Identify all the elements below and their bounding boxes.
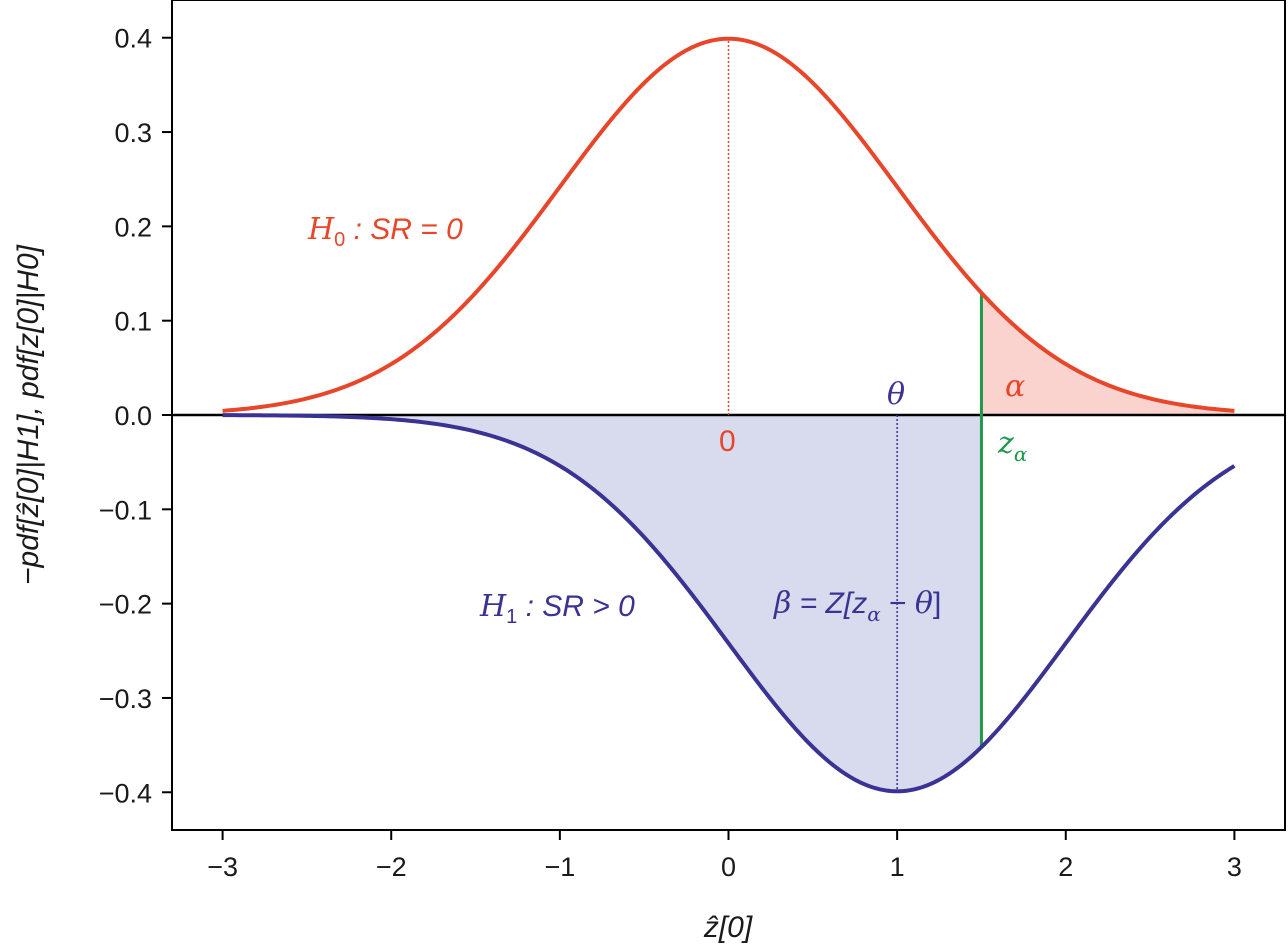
- z-alpha-label: zα: [997, 426, 1028, 466]
- y-tick-label: −0.1: [99, 495, 152, 525]
- h1-curve: [222, 413, 1236, 794]
- x-tick-label: −2: [376, 852, 407, 882]
- x-axis-label: ẑ[0]: [703, 911, 753, 944]
- x-tick-label: 2: [1058, 852, 1073, 882]
- y-tick-label: 0.0: [114, 401, 152, 431]
- alpha-region-fill: [981, 292, 1235, 415]
- x-tick-label: 0: [721, 852, 736, 882]
- y-tick-label: −0.3: [99, 684, 152, 714]
- x-tick-label: −3: [207, 852, 238, 882]
- x-tick-label: −1: [544, 852, 575, 882]
- theta-label: θ: [887, 377, 905, 412]
- x-axis-ticks: −3 −2 −1 0 1 2 3: [207, 830, 1242, 882]
- beta-region-fill: [222, 415, 982, 792]
- alpha-label: α: [1005, 369, 1025, 404]
- h0-curve: [222, 36, 1235, 413]
- x-tick-label: 3: [1227, 852, 1242, 882]
- y-tick-label: −0.4: [99, 778, 152, 808]
- y-axis-ticks: 0.4 0.3 0.2 0.1 0.0 −0.1 −0.2 −0.3 −0.4: [99, 24, 172, 808]
- y-axis-label: −pdf[ẑ[0]|H1], pdf[z[0]|H0]: [12, 244, 45, 585]
- h0-label: H0 : SR = 0: [307, 212, 463, 251]
- y-tick-label: 0.3: [114, 118, 152, 148]
- y-tick-label: −0.2: [99, 590, 152, 620]
- y-tick-label: 0.1: [114, 307, 152, 337]
- zero-label: 0: [719, 425, 736, 458]
- beta-label: β = Z[zα − θ]: [773, 586, 941, 626]
- y-tick-label: 0.4: [114, 24, 152, 54]
- h1-label: H1 : SR > 0: [479, 589, 635, 628]
- x-tick-label: 1: [890, 852, 905, 882]
- y-tick-label: 0.2: [114, 212, 152, 242]
